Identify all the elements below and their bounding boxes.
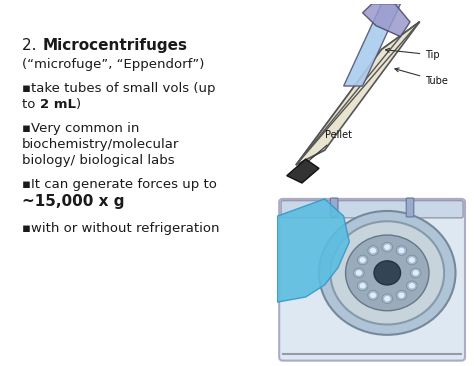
Circle shape bbox=[357, 281, 368, 291]
Text: Pellet: Pellet bbox=[303, 130, 352, 166]
Circle shape bbox=[407, 281, 417, 291]
Circle shape bbox=[370, 247, 376, 254]
Text: biology/ biological labs: biology/ biological labs bbox=[22, 154, 174, 167]
Text: Microcentrifuges: Microcentrifuges bbox=[43, 38, 188, 53]
Circle shape bbox=[368, 246, 378, 255]
Circle shape bbox=[398, 292, 405, 298]
Text: 2 mL: 2 mL bbox=[40, 98, 76, 111]
Text: biochemistry/molecular: biochemistry/molecular bbox=[22, 138, 179, 151]
Circle shape bbox=[384, 296, 391, 302]
FancyBboxPatch shape bbox=[330, 198, 338, 217]
Circle shape bbox=[409, 283, 415, 289]
Polygon shape bbox=[344, 4, 401, 86]
Circle shape bbox=[370, 292, 376, 298]
Circle shape bbox=[346, 235, 429, 311]
Polygon shape bbox=[277, 199, 349, 302]
Circle shape bbox=[398, 247, 405, 254]
Text: ▪Very common in: ▪Very common in bbox=[22, 122, 139, 135]
Circle shape bbox=[319, 211, 456, 335]
Text: (“microfuge”, “Eppendorf”): (“microfuge”, “Eppendorf”) bbox=[22, 58, 204, 71]
Circle shape bbox=[374, 261, 401, 285]
Text: 2.: 2. bbox=[22, 38, 41, 53]
Circle shape bbox=[382, 294, 392, 303]
Polygon shape bbox=[296, 22, 419, 165]
Text: Tip: Tip bbox=[385, 48, 440, 60]
Circle shape bbox=[356, 270, 362, 276]
Circle shape bbox=[357, 255, 368, 265]
Circle shape bbox=[330, 221, 444, 325]
Circle shape bbox=[396, 246, 407, 255]
FancyBboxPatch shape bbox=[279, 199, 465, 361]
Circle shape bbox=[410, 268, 421, 278]
Circle shape bbox=[359, 257, 366, 263]
Circle shape bbox=[407, 255, 417, 265]
Circle shape bbox=[409, 257, 415, 263]
Circle shape bbox=[368, 290, 378, 300]
Circle shape bbox=[396, 290, 407, 300]
Polygon shape bbox=[287, 159, 319, 183]
Text: to: to bbox=[22, 98, 40, 111]
Circle shape bbox=[384, 244, 391, 250]
FancyBboxPatch shape bbox=[406, 198, 414, 217]
FancyBboxPatch shape bbox=[281, 201, 463, 218]
Text: Tube: Tube bbox=[395, 68, 448, 86]
Circle shape bbox=[412, 270, 419, 276]
Text: ▪with or without refrigeration: ▪with or without refrigeration bbox=[22, 222, 219, 235]
Text: ~15,000 x g: ~15,000 x g bbox=[22, 194, 125, 209]
Text: ▪take tubes of small vols (up: ▪take tubes of small vols (up bbox=[22, 82, 216, 95]
Circle shape bbox=[354, 268, 364, 278]
Circle shape bbox=[382, 242, 392, 252]
Circle shape bbox=[359, 283, 366, 289]
Text: ): ) bbox=[76, 98, 81, 111]
Text: ▪It can generate forces up to: ▪It can generate forces up to bbox=[22, 178, 217, 191]
Polygon shape bbox=[363, 4, 410, 37]
Polygon shape bbox=[296, 22, 419, 165]
